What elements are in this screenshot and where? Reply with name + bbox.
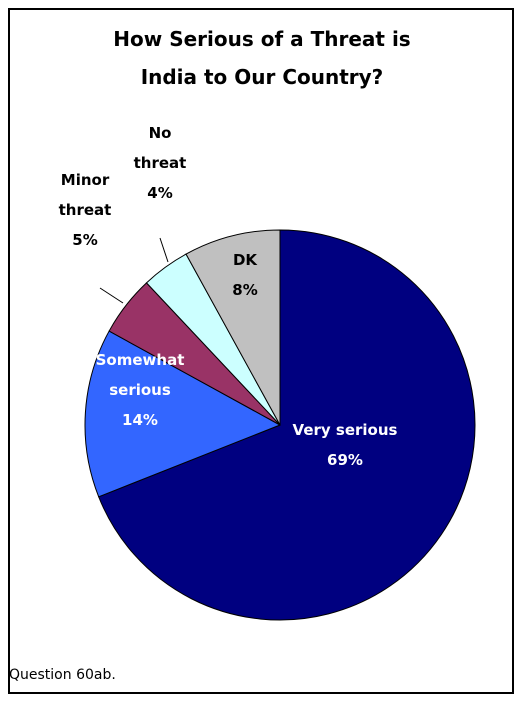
chart-title-line-1: How Serious of a Threat is	[113, 27, 411, 51]
leader-line	[99, 287, 124, 304]
chart-title-line-2: India to Our Country?	[140, 65, 384, 89]
slice-value-label: 5%	[72, 231, 97, 249]
slice-name-label: No	[149, 124, 172, 142]
slice-label: No threat 4%	[134, 124, 187, 202]
pie-slice-dk	[185, 229, 281, 426]
slice-name-label: Very serious	[293, 421, 398, 439]
pie-slice-somewhat-serious	[84, 330, 282, 498]
slice-labels: Very serious 69% Somewhat serious 14% Minor th…	[59, 124, 398, 469]
slice-name-label: threat	[134, 154, 187, 172]
slice-name-label: threat	[59, 201, 112, 219]
slice-value-label: 14%	[122, 411, 158, 429]
slice-value-label: 69%	[327, 451, 363, 469]
slice-value-label: 4%	[147, 184, 172, 202]
slice-label: DK 8%	[232, 251, 258, 299]
slice-name-label: serious	[109, 381, 171, 399]
chart-title: How Serious of a Threat is India to Our …	[0, 20, 524, 96]
slice-label: Somewhat serious 14%	[96, 351, 185, 429]
slice-label: Very serious 69%	[293, 421, 398, 469]
pie-slice-very-serious	[98, 229, 476, 621]
leader-lines	[99, 237, 169, 304]
slice-name-label: Somewhat	[96, 351, 185, 369]
slice-name-label: Minor	[61, 171, 110, 189]
slice-name-label: DK	[233, 251, 258, 269]
slice-label: Minor threat 5%	[59, 171, 112, 249]
leader-line	[159, 237, 169, 263]
slice-value-label: 8%	[232, 281, 257, 299]
footnote: Question 60ab.	[9, 667, 116, 683]
pie-slices	[84, 229, 476, 621]
